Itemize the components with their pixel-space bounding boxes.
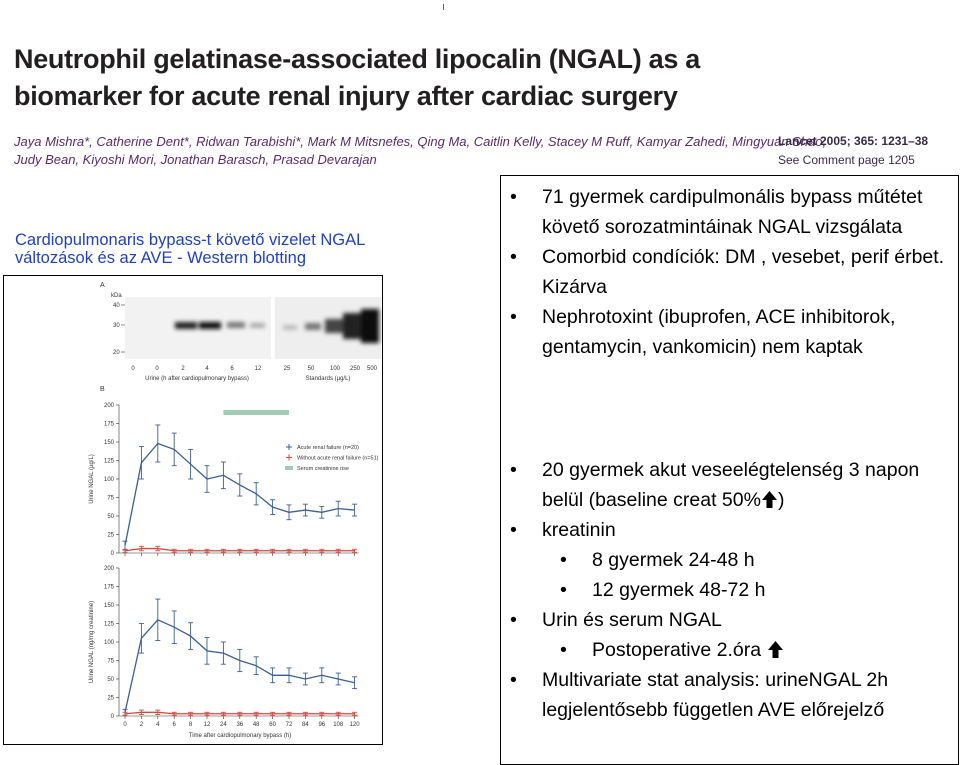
- x-tick-label: 4: [156, 722, 160, 728]
- x-tick-label: 108: [333, 722, 344, 728]
- y-tick-label: 75: [107, 659, 114, 665]
- bullet-list: 71 gyermek cardipulmonális bypass műtéte…: [508, 182, 948, 362]
- bullet: Comorbid condíciók: DM , vesebet, perif …: [508, 242, 948, 302]
- caption: Cardiopulmonaris bypass-t követő vizelet…: [15, 231, 366, 249]
- x-tick-label: 6: [173, 722, 177, 728]
- panel-label: A: [100, 282, 105, 289]
- series-line: [124, 619, 355, 713]
- bullet: kreatinin: [508, 515, 948, 545]
- unit-label: kDa: [111, 293, 122, 299]
- bullet-list: 20 gyermek akut veseelégtelenség 3 napon…: [508, 455, 948, 725]
- lane-label: 6: [230, 366, 234, 372]
- x-tick-label: 2: [140, 722, 144, 728]
- y-tick-label: 175: [104, 422, 115, 428]
- x-axis-label: Time after cardiopulmonary bypass (h): [189, 733, 291, 739]
- lane-label: 50: [308, 366, 315, 372]
- legend-swatch: [285, 466, 293, 470]
- y-tick-label: 50: [107, 677, 114, 683]
- series-line: [124, 547, 355, 552]
- bullet: 71 gyermek cardipulmonális bypass műtéte…: [508, 182, 948, 242]
- authors: Judy Bean, Kiyoshi Mori, Jonathan Barasc…: [14, 152, 377, 167]
- x-tick-label: 36: [236, 722, 243, 728]
- citation: Lancet 2005; 365: 1231–38: [778, 134, 929, 148]
- x-tick-label: 96: [318, 722, 325, 728]
- sub-bullet: Postoperative 2.óra: [508, 635, 948, 665]
- x-tick-label: 48: [253, 722, 260, 728]
- y-tick-label: 200: [104, 403, 115, 409]
- legend-label: Acute renal failure (n=20): [297, 445, 359, 451]
- bullet: Nephrotoxint (ibuprofen, ACE inhibitorok…: [508, 302, 948, 362]
- x-tick-label: 84: [302, 722, 309, 728]
- figure-frame: [3, 275, 383, 745]
- lane-label: 2: [181, 366, 185, 372]
- paper-title: Neutrophil gelatinase-associated lipocal…: [14, 44, 700, 74]
- paper-title: biomarker for acute renal injury after c…: [14, 81, 678, 111]
- bullet: Multivariate stat analysis: urineNGAL 2h…: [508, 665, 948, 725]
- bullet-text: 20 gyermek akut veseelégtelenség 3 napon…: [542, 459, 920, 511]
- series-line: [124, 442, 355, 546]
- up-arrow: [767, 641, 783, 658]
- x-tick-label: 12: [204, 722, 211, 728]
- y-tick-label: 25: [107, 696, 114, 702]
- caption: változások és az AVE - Western blotting: [15, 249, 307, 267]
- x-tick-label: 0: [123, 722, 127, 728]
- y-tick-label: 100: [104, 477, 115, 483]
- lane-label: 500: [367, 366, 378, 372]
- y-tick-label: 0: [111, 714, 115, 720]
- lane-label: 0: [131, 366, 135, 372]
- x-tick-label: 8: [189, 722, 193, 728]
- y-tick-label: 75: [107, 496, 114, 502]
- lane-label: 12: [255, 366, 262, 372]
- blot-bands: [175, 309, 379, 343]
- bullet-text: Postoperative 2.óra: [592, 639, 762, 661]
- lane-label: 0: [155, 366, 159, 372]
- creatinine-rise-bar: [223, 410, 289, 415]
- group-label: Standards (µg/L): [306, 376, 351, 382]
- y-axis-label: Urine NGAL (ng/mg creatinine): [89, 601, 95, 683]
- up-arrow: [761, 491, 777, 508]
- lane-label: 25: [284, 366, 291, 372]
- y-tick-label: 125: [104, 459, 115, 465]
- y-tick-label: 0: [111, 551, 115, 557]
- y-tick-label: 150: [104, 603, 115, 609]
- group-label: Urine (h after cardiopulmonary bypass): [145, 376, 249, 382]
- comment-ref: See Comment page 1205: [778, 153, 915, 167]
- y-tick-label: 200: [104, 566, 115, 572]
- y-tick-label: 125: [104, 622, 115, 628]
- blot-urine: [125, 297, 271, 359]
- x-tick-label: 60: [269, 722, 276, 728]
- panel-label: B: [100, 386, 105, 393]
- sub-bullet: 12 gyermek 48-72 h: [508, 575, 948, 605]
- legend-label: Without acute renal failure (n=51): [297, 456, 379, 462]
- legend-label: Serum creatinine rise: [297, 466, 349, 472]
- y-tick-label: 175: [104, 585, 115, 591]
- y-tick-label: 50: [107, 514, 114, 520]
- x-tick-label: 120: [350, 722, 361, 728]
- lane-label: 250: [350, 366, 361, 372]
- kda-label: 20: [113, 350, 120, 356]
- decor-mark: [443, 4, 444, 10]
- sub-bullet: 8 gyermek 24-48 h: [508, 545, 948, 575]
- kda-label: 30: [113, 323, 120, 329]
- x-tick-label: 72: [286, 722, 293, 728]
- x-tick-label: 24: [220, 722, 227, 728]
- bullet: Urin és serum NGAL: [508, 605, 948, 635]
- y-tick-label: 150: [104, 440, 115, 446]
- y-axis-label: Urine NGAL (µg/L): [89, 454, 95, 504]
- y-tick-label: 100: [104, 640, 115, 646]
- bullet: 20 gyermek akut veseelégtelenség 3 napon…: [508, 455, 948, 515]
- y-tick-label: 25: [107, 533, 114, 539]
- kda-label: 40: [113, 303, 120, 309]
- lane-label: 100: [330, 366, 341, 372]
- authors: Jaya Mishra*, Catherine Dent*, Ridwan Ta…: [14, 134, 827, 149]
- lane-label: 4: [205, 366, 209, 372]
- bullet-text: ): [777, 489, 785, 511]
- series-line: [124, 711, 355, 715]
